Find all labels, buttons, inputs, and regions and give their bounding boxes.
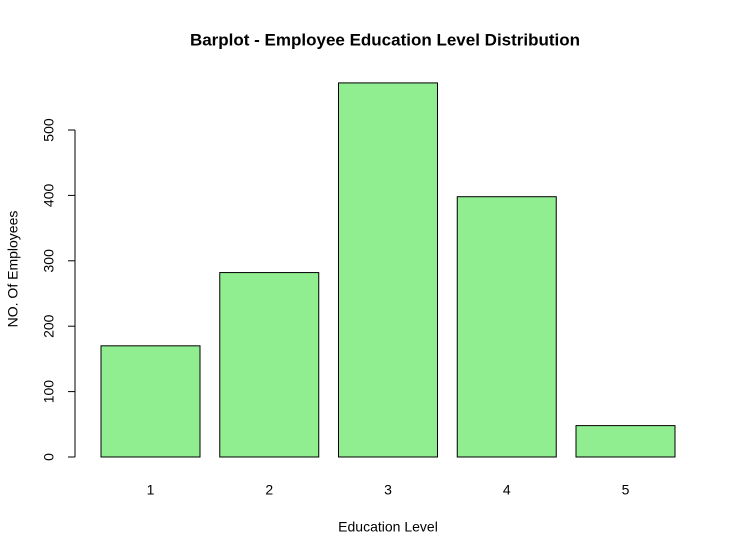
x-tick-label: 3	[384, 482, 392, 498]
bar	[219, 272, 320, 458]
x-tick-label: 1	[147, 482, 155, 498]
y-tick-label: 200	[41, 314, 57, 338]
y-tick-label: 500	[41, 118, 57, 142]
bar	[456, 196, 557, 458]
y-tick-label: 100	[41, 380, 57, 404]
y-tick-label: 0	[41, 453, 57, 461]
bar	[100, 345, 201, 458]
bar	[338, 82, 438, 458]
y-tick-label: 400	[41, 184, 57, 208]
x-tick-label: 2	[265, 482, 273, 498]
x-tick-label: 4	[503, 482, 511, 498]
x-axis-title: Education Level	[338, 519, 438, 535]
x-tick-label: 5	[622, 482, 630, 498]
y-tick-label: 300	[41, 249, 57, 273]
y-axis-title: NO. Of Employees	[5, 211, 21, 328]
bar	[575, 425, 676, 458]
chart-title: Barplot - Employee Education Level Distr…	[190, 30, 580, 49]
